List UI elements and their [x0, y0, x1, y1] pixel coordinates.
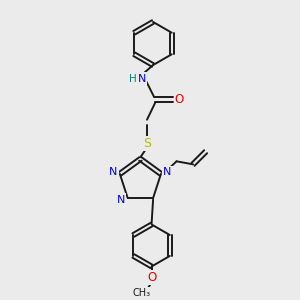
Text: O: O — [147, 272, 156, 284]
Text: N: N — [109, 167, 118, 177]
Text: S: S — [143, 137, 151, 150]
Text: H: H — [129, 74, 136, 84]
Text: N: N — [163, 167, 172, 177]
Text: O: O — [175, 93, 184, 106]
Text: N: N — [117, 195, 125, 205]
Text: CH₃: CH₃ — [133, 289, 151, 298]
Text: N: N — [138, 74, 146, 84]
